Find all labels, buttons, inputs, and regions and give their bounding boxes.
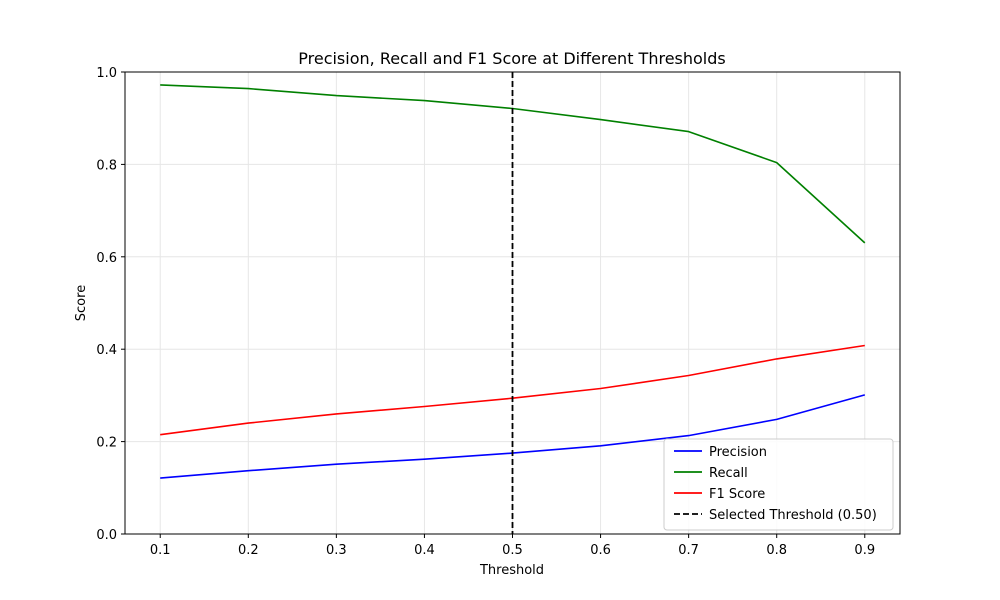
x-axis-label: Threshold xyxy=(479,563,544,578)
series-layer xyxy=(160,72,866,534)
legend-entry: F1 Score xyxy=(709,487,765,502)
axes: 0.1 0.2 0.3 0.4 0.5 0.6 0.7 0.8 0.9 0.0 0.2 0.4 0.6 0… xyxy=(96,66,901,558)
y-tick-label: 0.4 xyxy=(96,343,117,358)
legend: Precision Recall F1 Score Selected Threshol… xyxy=(663,438,894,531)
y-tick-label: 1.0 xyxy=(96,66,117,81)
x-tick-label: 0.1 xyxy=(150,543,171,558)
x-tick-label: 0.8 xyxy=(766,543,787,558)
y-tick-label: 0.0 xyxy=(96,528,117,543)
x-tick-label: 0.5 xyxy=(502,543,523,558)
y-axis-label: Score xyxy=(74,285,89,321)
legend-entry: Recall xyxy=(709,466,748,481)
legend-entry: Selected Threshold (0.50) xyxy=(709,508,877,523)
x-tick-label: 0.3 xyxy=(326,543,347,558)
x-tick-label: 0.7 xyxy=(678,543,699,558)
y-tick-label: 0.8 xyxy=(96,158,117,173)
y-tick-label: 0.2 xyxy=(96,436,117,451)
x-tick-label: 0.4 xyxy=(414,543,435,558)
x-tick-label: 0.6 xyxy=(590,543,611,558)
x-tick-label: 0.2 xyxy=(238,543,259,558)
chart-title: Precision, Recall and F1 Score at Differ… xyxy=(298,49,726,68)
y-tick-label: 0.6 xyxy=(96,251,117,266)
legend-box xyxy=(663,438,894,531)
x-tick-label: 0.9 xyxy=(854,543,875,558)
legend-entry: Precision xyxy=(709,445,767,460)
